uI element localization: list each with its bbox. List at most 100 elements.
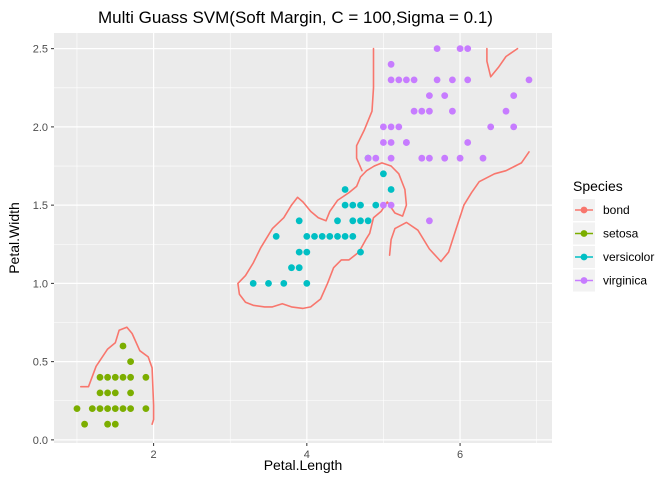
point-setosa (81, 420, 88, 428)
x-tick-label: 6 (457, 449, 463, 461)
legend-title: Species (573, 178, 623, 194)
point-versicolor (349, 201, 357, 209)
point-versicolor (341, 186, 349, 193)
point-setosa (142, 405, 150, 412)
point-versicolor (387, 186, 395, 193)
point-versicolor (334, 233, 341, 240)
point-versicolor (303, 248, 311, 256)
point-setosa (104, 420, 111, 428)
point-versicolor (349, 233, 357, 240)
point-setosa (119, 405, 127, 412)
point-versicolor (341, 233, 349, 240)
boundary-curve-0 (80, 326, 155, 425)
y-tick-label: 1.5 (33, 200, 48, 212)
point-setosa (127, 389, 134, 397)
point-virginica (449, 107, 456, 115)
legend-key-point (580, 230, 588, 237)
point-versicolor (295, 248, 303, 256)
point-versicolor (349, 217, 357, 225)
point-virginica (449, 76, 456, 84)
point-versicolor (341, 201, 349, 209)
point-versicolor (364, 217, 372, 225)
point-virginica (464, 139, 472, 146)
point-setosa (111, 389, 119, 397)
point-virginica (418, 154, 426, 162)
point-versicolor (303, 280, 311, 287)
legend-label-versicolor: versicolor (603, 250, 654, 264)
point-virginica (502, 107, 510, 115)
point-virginica (410, 107, 418, 115)
point-versicolor (357, 217, 364, 225)
y-axis-title: Petal.Width (6, 202, 22, 274)
point-virginica (387, 123, 395, 131)
point-virginica (395, 76, 403, 84)
point-setosa (111, 420, 119, 428)
x-axis-title: Petal.Length (264, 457, 343, 473)
point-setosa (111, 373, 119, 381)
point-setosa (104, 373, 111, 381)
point-versicolor (288, 264, 295, 272)
point-setosa (104, 389, 111, 397)
point-virginica (456, 154, 464, 162)
point-virginica (387, 76, 395, 84)
y-axis-ticks: 0.0 0.5 1.0 1.5 2.0 2.5 (33, 44, 54, 447)
point-versicolor (280, 280, 288, 287)
point-setosa (96, 389, 104, 397)
y-tick-label: 1.0 (33, 278, 48, 290)
point-virginica (387, 201, 395, 209)
point-virginica (403, 76, 410, 84)
point-virginica (433, 76, 441, 84)
y-tick-label: 0.0 (33, 435, 48, 447)
point-virginica (380, 201, 387, 209)
chart-title: Multi Guass SVM(Soft Margin, C = 100,Sig… (98, 8, 493, 27)
point-setosa (104, 405, 111, 412)
point-versicolor (357, 201, 364, 209)
point-versicolor (272, 233, 280, 240)
point-virginica (464, 45, 472, 52)
legend-label-virginica: virginica (603, 274, 647, 288)
boundary-curve-4 (486, 47, 519, 78)
boundary-curve-1 (237, 162, 408, 310)
y-tick-label: 0.5 (33, 357, 48, 369)
point-versicolor (249, 280, 257, 287)
point-virginica (510, 92, 518, 99)
point-virginica (418, 107, 426, 115)
point-virginica (387, 139, 395, 146)
point-versicolor (334, 217, 341, 225)
point-virginica (525, 76, 533, 84)
point-setosa (96, 405, 104, 412)
point-setosa (127, 405, 134, 412)
point-virginica (479, 154, 487, 162)
point-virginica (387, 154, 395, 162)
panel-background (54, 33, 552, 443)
y-tick-label: 2.0 (33, 122, 48, 134)
x-tick-label: 4 (304, 449, 310, 461)
point-versicolor (380, 170, 387, 178)
boundary-curve-3 (388, 151, 530, 263)
point-setosa (127, 358, 134, 365)
point-versicolor (311, 233, 318, 240)
point-setosa (119, 342, 127, 350)
decision-boundary (80, 47, 530, 425)
point-setosa (127, 373, 134, 381)
point-setosa (142, 373, 150, 381)
point-virginica (410, 76, 418, 84)
point-versicolor (295, 264, 303, 272)
point-setosa (111, 405, 119, 412)
grid-major (54, 33, 552, 443)
point-versicolor (326, 233, 334, 240)
point-virginica (433, 45, 441, 52)
point-virginica (426, 92, 433, 99)
point-virginica (395, 123, 403, 131)
point-virginica (426, 154, 433, 162)
point-virginica (441, 92, 449, 99)
x-tick-label: 2 (151, 449, 157, 461)
point-setosa (96, 373, 104, 381)
boundary-curve-2 (355, 47, 375, 172)
point-virginica (387, 60, 395, 68)
y-tick-label: 2.5 (33, 44, 48, 56)
point-virginica (426, 217, 433, 225)
point-versicolor (303, 233, 311, 240)
point-virginica (456, 45, 464, 52)
